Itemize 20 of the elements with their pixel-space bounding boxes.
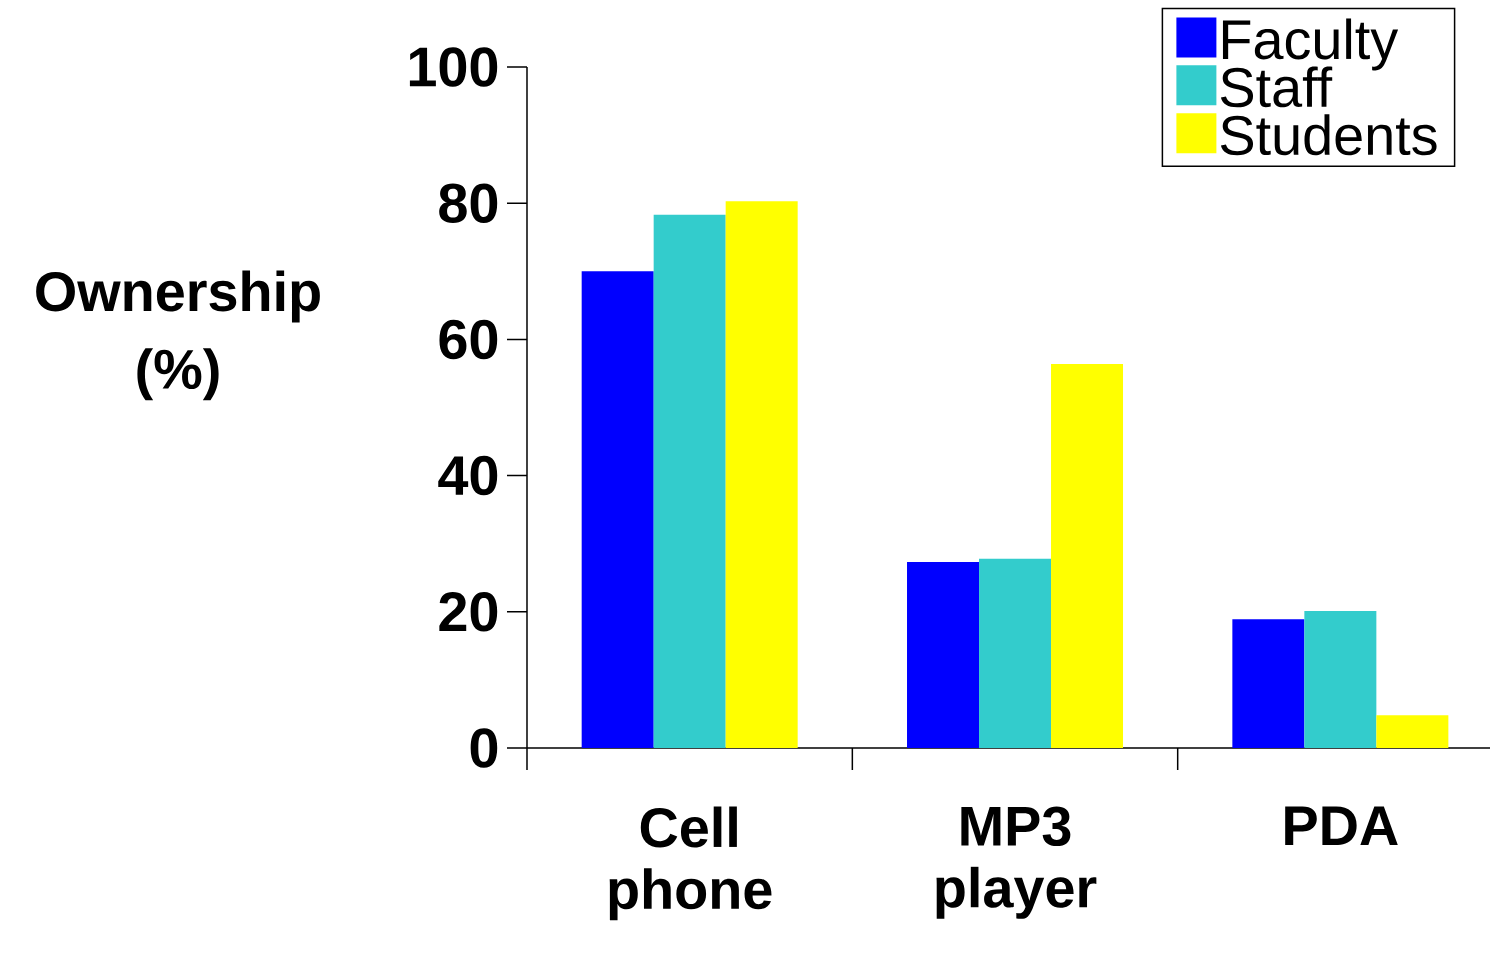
y-tick-label: 40 — [438, 455, 498, 496]
bar — [979, 558, 1052, 748]
y-tick-label: 100 — [409, 47, 498, 87]
y-axis-title: Ownership (%) — [36, 270, 320, 401]
bar — [725, 201, 798, 748]
bar — [1376, 715, 1449, 748]
bar — [1232, 619, 1305, 748]
bar — [907, 562, 980, 748]
x-tick-label: PDA — [1285, 806, 1398, 845]
bar — [1304, 611, 1377, 748]
bar — [581, 271, 654, 748]
x-tick-label: MP3 player — [936, 806, 1097, 919]
y-tick-label: 0 — [470, 728, 498, 768]
bar — [653, 214, 726, 748]
y-tick-label: 80 — [439, 183, 498, 223]
y-tick-label: 60 — [439, 319, 498, 360]
bar — [1051, 363, 1124, 748]
legend-label: Students — [1220, 114, 1437, 156]
y-tick-label: 20 — [439, 592, 498, 632]
x-tick-label: Cell phone — [609, 806, 772, 921]
